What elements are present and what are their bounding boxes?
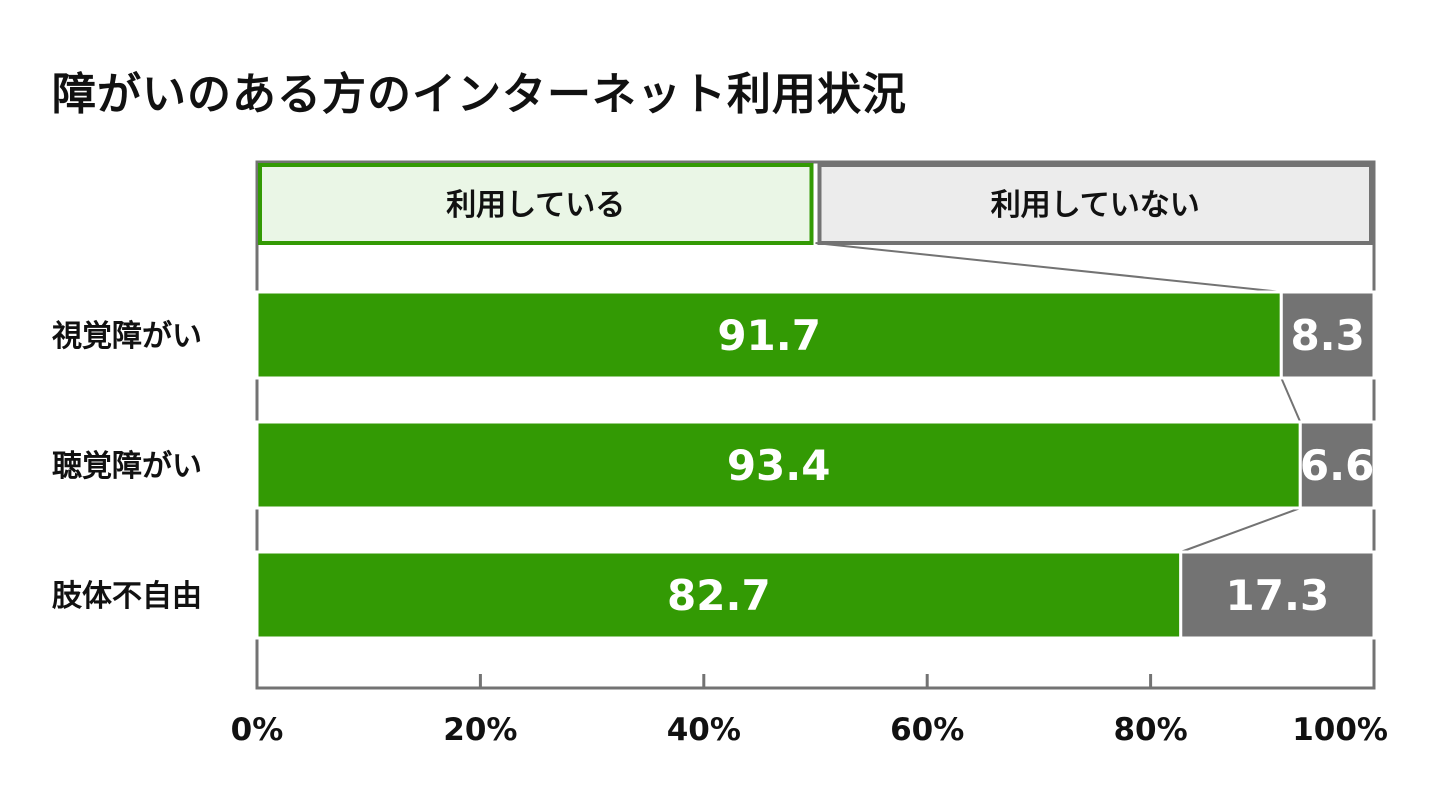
data-label: 82.7 <box>667 571 771 620</box>
bar-used <box>255 550 1183 640</box>
x-tick-label: 100% <box>1292 712 1388 748</box>
data-label: 91.7 <box>717 311 821 360</box>
x-tick-label: 80% <box>1113 712 1187 748</box>
x-tick-label: 40% <box>667 712 741 748</box>
bar-used <box>255 290 1283 380</box>
x-tick-label: 60% <box>890 712 964 748</box>
data-label: 6.6 <box>1300 441 1374 490</box>
category-label: 視覚障がい <box>52 319 202 354</box>
category-label: 聴覚障がい <box>52 449 202 484</box>
connector-line <box>815 242 1282 293</box>
bar-used <box>255 420 1302 510</box>
bar-not-used <box>1279 290 1376 380</box>
legend-used-box <box>258 163 814 245</box>
x-tick-label: 20% <box>443 712 517 748</box>
legend-not-used-box <box>817 163 1373 245</box>
data-label: 93.4 <box>727 441 831 490</box>
legend-used-label: 利用している <box>446 188 625 223</box>
chart-title: 障がいのある方のインターネット利用状況 <box>52 69 907 120</box>
bar-not-used <box>1298 420 1376 510</box>
x-tick-label: 0% <box>231 712 284 748</box>
connector-line <box>1280 377 1302 423</box>
connector-line <box>1180 507 1301 553</box>
legend-not-used-label: 利用していない <box>991 188 1200 223</box>
data-label: 17.3 <box>1226 571 1330 620</box>
data-label: 8.3 <box>1290 311 1364 360</box>
bar-not-used <box>1179 550 1376 640</box>
category-label: 肢体不自由 <box>52 579 202 614</box>
